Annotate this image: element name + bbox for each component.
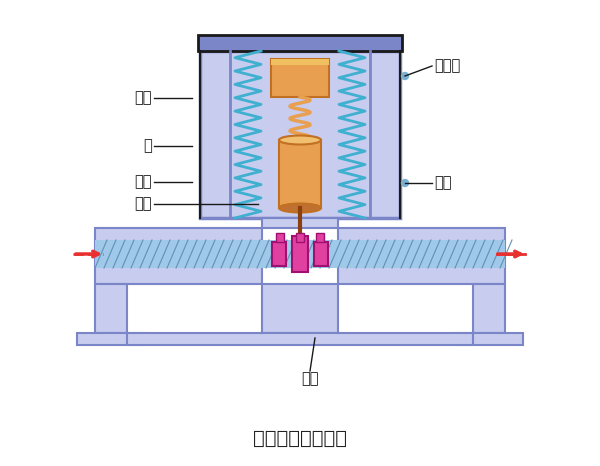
Polygon shape (316, 233, 324, 242)
Circle shape (401, 73, 409, 80)
Polygon shape (271, 59, 329, 97)
Text: 主阀: 主阀 (134, 174, 152, 190)
Polygon shape (279, 140, 321, 208)
Text: 线圈: 线圈 (134, 90, 152, 105)
Text: 直接联系式电磁阀: 直接联系式电磁阀 (253, 429, 347, 447)
Polygon shape (473, 284, 505, 333)
Text: 罩: 罩 (143, 138, 152, 153)
Text: 阀杆: 阀杆 (434, 176, 452, 191)
Circle shape (401, 179, 409, 186)
Polygon shape (198, 35, 402, 51)
Polygon shape (262, 284, 338, 333)
Polygon shape (127, 333, 473, 345)
Polygon shape (276, 233, 284, 242)
Polygon shape (200, 51, 400, 218)
Polygon shape (271, 59, 329, 65)
Text: 小孔: 小孔 (134, 197, 152, 212)
Polygon shape (77, 333, 145, 345)
Ellipse shape (279, 204, 321, 212)
Bar (95, 240, 505, 268)
Polygon shape (292, 236, 308, 272)
Ellipse shape (279, 136, 321, 144)
Polygon shape (272, 242, 286, 266)
Polygon shape (262, 218, 338, 228)
Polygon shape (314, 242, 328, 266)
Text: 导阀: 导阀 (301, 371, 319, 386)
Polygon shape (455, 333, 523, 345)
Text: 定铁心: 定铁心 (434, 59, 460, 74)
Polygon shape (296, 233, 304, 242)
Polygon shape (95, 228, 262, 284)
Polygon shape (95, 284, 127, 333)
Polygon shape (338, 228, 505, 284)
